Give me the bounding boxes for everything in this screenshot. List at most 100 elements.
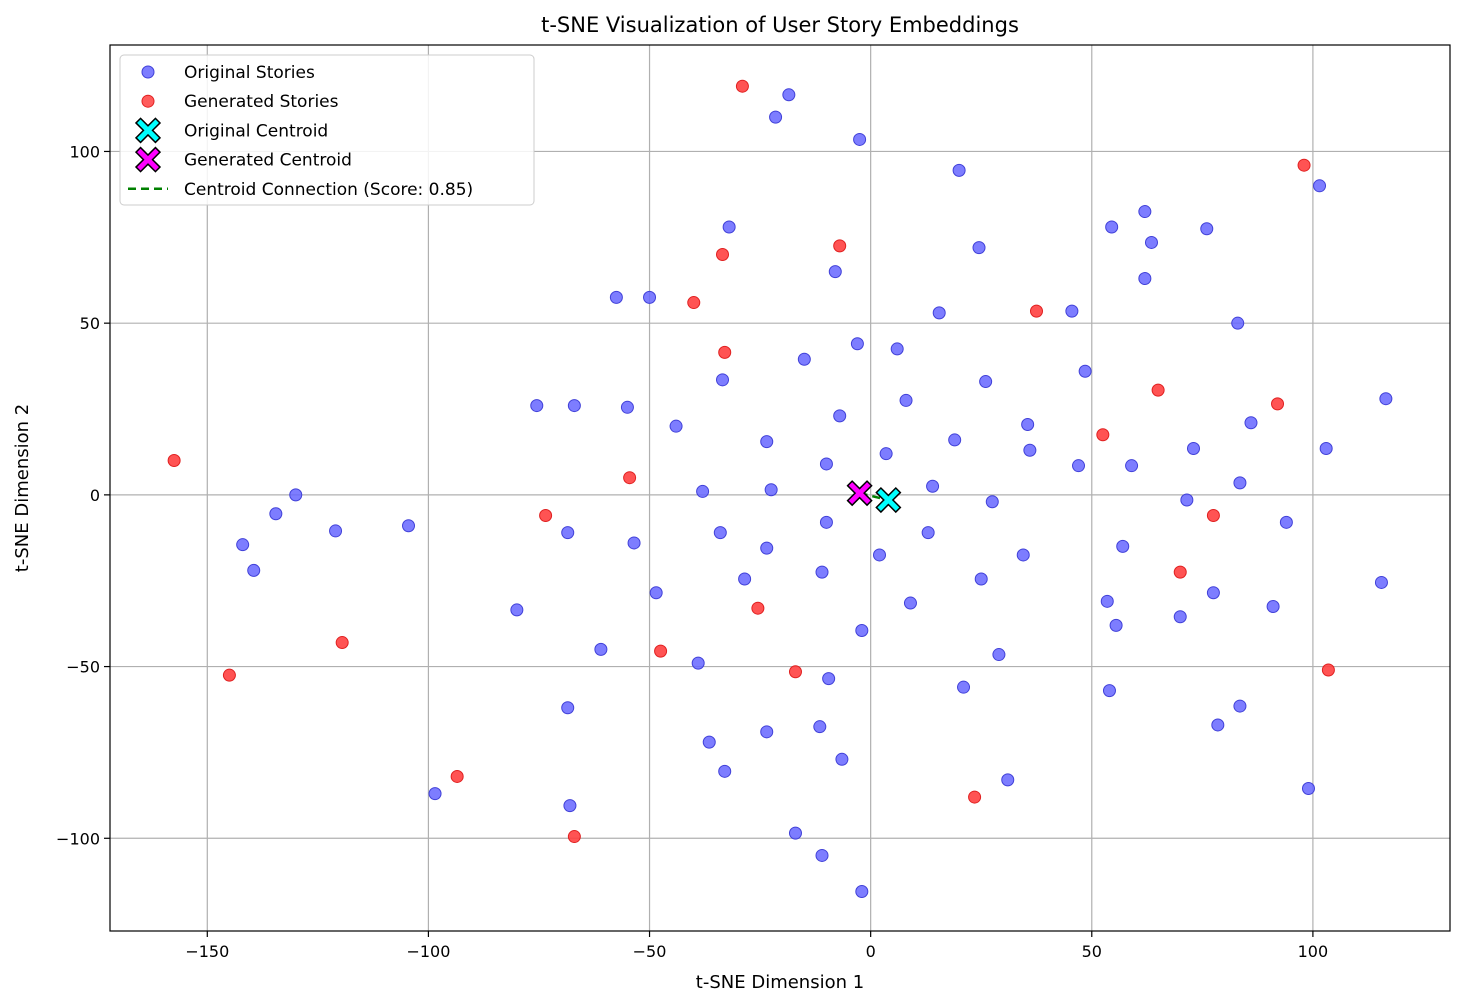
y-tick-label: −100 <box>56 829 100 848</box>
x-tick-label: −100 <box>406 942 450 961</box>
plot-frame <box>109 44 1451 932</box>
original-story-point <box>594 642 608 656</box>
original-story-point <box>1211 718 1225 732</box>
original-story-point <box>813 720 827 734</box>
legend-label: Original Stories <box>184 63 315 83</box>
legend-marker-original-centroid <box>134 117 162 144</box>
generated-story-point <box>1271 397 1285 411</box>
original-story-point <box>1206 586 1220 600</box>
x-tick-label: 100 <box>1298 942 1329 961</box>
original-story-point <box>567 399 581 413</box>
generated-story-point <box>751 601 765 615</box>
original-story-point <box>1078 364 1092 378</box>
original-story-point <box>1266 599 1280 613</box>
x-axis: −150 −100 −50 0 50 100 <box>185 931 1328 961</box>
original-story-point <box>1072 459 1086 473</box>
legend-marker-generated-centroid <box>134 146 162 173</box>
original-story-point <box>1105 220 1119 234</box>
original-story-point <box>952 163 966 177</box>
legend: Original Stories Generated Stories Origina… <box>119 54 535 206</box>
original-story-point <box>716 373 730 387</box>
original-story-point <box>530 399 544 413</box>
original-story-point <box>932 306 946 320</box>
original-story-point <box>760 541 774 555</box>
original-story-point <box>722 220 736 234</box>
original-story-point <box>713 526 727 540</box>
original-story-point <box>1023 443 1037 457</box>
legend-label: Generated Stories <box>184 92 339 112</box>
original-story-point <box>853 132 867 146</box>
original-story-point <box>563 799 577 813</box>
original-story-point <box>769 110 783 124</box>
original-story-point <box>815 848 829 862</box>
original-story-point <box>1379 392 1393 406</box>
generated-story-point <box>968 790 982 804</box>
original-story-point <box>948 433 962 447</box>
y-tick-label: 100 <box>69 142 100 161</box>
original-story-point <box>329 524 343 538</box>
x-tick-label: −50 <box>633 942 667 961</box>
y-axis-label: t-SNE Dimension 2 <box>12 404 33 572</box>
legend-label: Generated Centroid <box>184 151 352 171</box>
original-story-point <box>428 787 442 801</box>
original-story-point <box>649 586 663 600</box>
original-story-point <box>835 752 849 766</box>
original-story-point <box>957 680 971 694</box>
y-tick-label: 50 <box>80 314 100 333</box>
legend-label: Original Centroid <box>184 121 328 141</box>
x-tick-label: −150 <box>185 942 229 961</box>
original-story-point <box>402 519 416 533</box>
generated-story-point <box>833 239 847 253</box>
original-story-point <box>992 648 1006 662</box>
original-story-point <box>797 352 811 366</box>
original-story-point <box>269 507 283 521</box>
original-story-point <box>561 526 575 540</box>
original-story-point <box>760 725 774 739</box>
original-story-point <box>974 572 988 586</box>
original-story-point <box>890 342 904 356</box>
original-story-point <box>828 265 842 279</box>
original-story-point <box>921 526 935 540</box>
original-story-point <box>1125 459 1139 473</box>
generated-story-point <box>567 830 581 844</box>
original-story-point <box>289 488 303 502</box>
generated-story-point <box>1030 304 1044 318</box>
original-story-point <box>855 885 869 899</box>
original-story-point <box>561 701 575 715</box>
original-story-point <box>833 409 847 423</box>
original-story-point <box>718 764 732 778</box>
original-story-point <box>609 290 623 304</box>
legend-marker-generated-stories <box>141 94 155 108</box>
generated-story-point <box>716 247 730 261</box>
generated-story-point <box>735 79 749 93</box>
original-story-point <box>1144 235 1158 249</box>
original-story-point <box>850 337 864 351</box>
original-story-point <box>1065 304 1079 318</box>
original-story-point <box>1016 548 1030 562</box>
generated-story-point <box>718 345 732 359</box>
generated-story-point <box>1206 508 1220 522</box>
x-tick-label: 50 <box>1082 942 1102 961</box>
generated-story-point <box>222 668 236 682</box>
original-story-point <box>815 565 829 579</box>
original-story-point <box>764 483 778 497</box>
generated-story-point <box>1173 565 1187 579</box>
original-story-point <box>1021 417 1035 431</box>
original-story-point <box>1100 594 1114 608</box>
generated-story-point <box>788 665 802 679</box>
original-story-point <box>1001 773 1015 787</box>
original-story-point <box>926 479 940 493</box>
original-story-point <box>788 826 802 840</box>
generated-story-point <box>623 471 637 485</box>
y-tick-label: 0 <box>90 486 100 505</box>
generated-story-point <box>1321 663 1335 677</box>
generated-story-point <box>654 644 668 658</box>
original-story-point <box>1173 610 1187 624</box>
original-story-point <box>236 538 250 552</box>
generated-story-point <box>539 508 553 522</box>
original-story-point <box>985 495 999 509</box>
original-story-point <box>1138 272 1152 286</box>
generated-story-point <box>1096 428 1110 442</box>
original-story-point <box>247 563 261 577</box>
original-story-point <box>819 515 833 529</box>
